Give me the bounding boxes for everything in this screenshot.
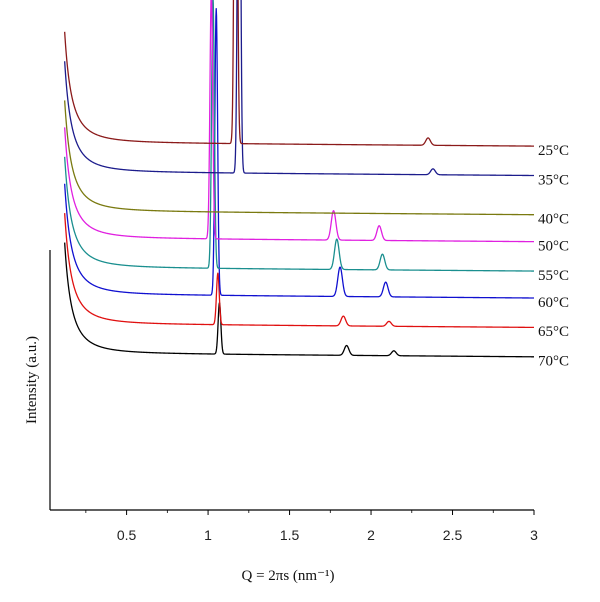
x-axis-title: Q = 2πs (nm⁻¹) [241, 568, 334, 584]
series-line-65c [64, 213, 535, 329]
series-line-35c [64, 0, 535, 177]
series-label: 60°C [538, 295, 569, 311]
series-label: 25°C [538, 143, 569, 159]
series-label: 55°C [538, 268, 569, 284]
x-tick-label: 2 [367, 527, 375, 543]
x-tick-label: 0.5 [117, 527, 137, 543]
x-tick-label: 3 [530, 527, 538, 543]
x-ticks: 0.5 1 1.5 2 2.5 3 [85, 510, 538, 543]
series-line-60c [64, 7, 535, 299]
series-labels: 25°C 35°C 40°C 50°C 55°C 60°C 65°C 70°C [538, 143, 569, 370]
series-label: 35°C [538, 172, 569, 188]
series-line-50c [64, 0, 535, 243]
series-line-70c [64, 242, 535, 358]
series-line-55c [64, 0, 535, 272]
series-label: 70°C [538, 354, 569, 370]
x-tick-label: 2.5 [443, 527, 463, 543]
series-label: 50°C [538, 238, 569, 254]
series-line-25c [64, 0, 535, 147]
series-layer [64, 0, 535, 358]
series-label: 65°C [538, 324, 569, 340]
x-tick-label: 1 [204, 527, 212, 543]
x-tick-label: 1.5 [280, 527, 300, 543]
y-axis-title: Intensity (a.u.) [24, 336, 40, 424]
axes-layer [49, 250, 534, 511]
series-label: 40°C [538, 211, 569, 227]
series-line-40c [64, 100, 535, 216]
